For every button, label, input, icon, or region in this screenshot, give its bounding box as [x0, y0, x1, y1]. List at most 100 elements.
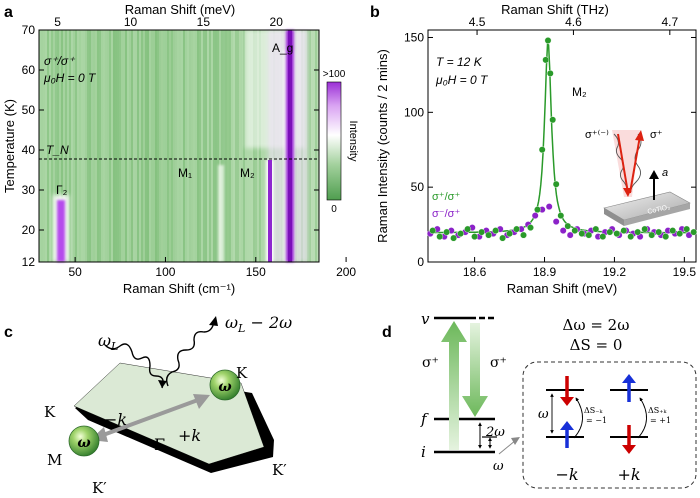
scattered-arrowhead: [635, 130, 644, 141]
heatmap-cell: [195, 30, 197, 262]
inset-a-label: a: [662, 167, 668, 179]
point-sigma-plus: [676, 230, 684, 238]
data-points: [426, 37, 698, 242]
point-sigma-plus: [538, 146, 546, 154]
level-label-i: i: [421, 443, 426, 461]
point-sigma-plus: [520, 231, 527, 239]
heatmap-cell: [183, 30, 185, 262]
x2-tick-label: 20: [270, 15, 284, 29]
omega-out: ωL − 2ω: [225, 313, 292, 335]
mode-label-gamma2: Γ₂: [56, 183, 68, 197]
heatmap-cell: [107, 30, 109, 262]
heatmap-cell: [93, 30, 95, 262]
y-tick-label: 12: [22, 255, 36, 269]
point-sigma-plus: [613, 230, 621, 238]
panel-a-polarization: σ⁺/σ⁺: [44, 54, 76, 68]
heatmap-cell: [229, 30, 231, 262]
point-sigma-plus: [634, 228, 642, 236]
label-minus-k: −k: [104, 410, 127, 429]
heatmap-cell: [141, 30, 143, 262]
heatmap-cell: [117, 30, 119, 262]
panel-c: c ω ω ωL ωL − 2ω K K M K′ K′ −k +k Γ: [4, 313, 292, 497]
x-tick-label: 18.9: [533, 265, 557, 279]
point-sigma-minus: [552, 218, 560, 226]
x2-tick-label: 15: [197, 15, 211, 29]
point-sigma-minus: [545, 203, 553, 211]
heatmap-cell: [223, 30, 225, 262]
heatmap-cell: [177, 30, 179, 262]
heatmap-cell: [47, 30, 49, 262]
colorbar-min: 0: [331, 204, 337, 215]
heatmap-cell: [81, 30, 83, 262]
magnon-label-minus: ω: [77, 435, 91, 451]
heatmap-cell: [171, 30, 173, 262]
mode-label-m2: M₂: [240, 166, 255, 180]
heatmap-cell: [155, 30, 157, 262]
inset-plus-k: +k: [617, 465, 640, 484]
heatmap-cell: [199, 30, 201, 262]
heatmap-cell: [193, 30, 195, 262]
heatmap-cell: [227, 30, 229, 262]
point-sigma-plus: [690, 228, 698, 236]
label-M: M: [47, 451, 62, 469]
point-sigma-plus: [542, 56, 550, 64]
heatmap-cell: [175, 30, 177, 262]
point-sigma-plus: [429, 227, 437, 235]
magnon-minus-k: [68, 425, 100, 457]
x2-tick-label: 4.5: [469, 15, 486, 29]
heatmap-cell: [51, 30, 53, 262]
ds-plus-label: ΔS₊ₖ: [648, 406, 667, 415]
scattered-wave: [630, 133, 642, 193]
inset-pointer: [498, 439, 517, 455]
heatmap-cell: [139, 30, 141, 262]
point-sigma-plus: [571, 227, 579, 235]
panel-d: d v f i σ⁺ σ⁺ 2ω ω Δω = 2ω ΔS = 0 ω: [382, 310, 697, 489]
y-tick-label: 40: [22, 143, 36, 157]
inset-scattered-label: σ⁺: [650, 129, 663, 141]
heatmap-cell: [115, 30, 117, 262]
point-sigma-plus: [620, 227, 628, 235]
sigma-up-label: σ⁺: [422, 355, 439, 371]
delta-s: ΔS = 0: [570, 336, 623, 354]
heatmap-cell: [163, 30, 165, 262]
heatmap-cell: [191, 30, 193, 262]
y-tick-label: 60: [22, 63, 36, 77]
heatmap-cell: [59, 30, 61, 262]
heatmap-cell: [165, 30, 167, 262]
panel-c-letter: c: [4, 324, 13, 341]
heatmap-cell: [71, 30, 73, 262]
panel-a-field: μ₀H = 0 T: [43, 71, 97, 85]
omega-in: ωL: [98, 331, 118, 353]
point-sigma-plus: [592, 225, 600, 233]
label-plus-k: +k: [178, 426, 201, 445]
heatmap-cell: [221, 30, 223, 262]
point-sigma-plus: [471, 233, 478, 241]
heatmap-cell: [103, 30, 105, 262]
y-tick-label: 100: [404, 105, 424, 119]
heatmap-cell: [85, 30, 87, 262]
heatmap-cell: [121, 30, 123, 262]
heatmap-cell: [63, 30, 65, 262]
level-label-f: f: [420, 410, 429, 428]
point-sigma-plus: [606, 228, 614, 236]
heatmap-cell: [95, 30, 97, 262]
point-sigma-plus: [534, 206, 541, 214]
y-tick-label: 50: [22, 103, 36, 117]
heatmap-cell: [315, 30, 317, 262]
x-tick-label: 200: [336, 265, 356, 279]
point-sigma-minus: [559, 227, 567, 235]
heatmap-cell: [101, 30, 103, 262]
heatmap-cell: [65, 30, 67, 262]
heatmap-cell: [113, 30, 115, 262]
heatmap-cell: [205, 30, 207, 262]
heatmap-m2-mode: [268, 160, 272, 262]
legend-sigma-plus: σ⁺/σ⁺: [432, 191, 460, 203]
heatmap-cell: [167, 30, 169, 262]
x-tick-label: 100: [155, 265, 175, 279]
heatmap-cell: [73, 30, 75, 262]
point-sigma-plus: [655, 228, 663, 236]
sigma-down-label: σ⁺: [490, 355, 507, 371]
heatmap-cell: [201, 30, 203, 262]
panel-a-letter: a: [4, 4, 13, 21]
y-tick-label: 0: [417, 255, 424, 269]
